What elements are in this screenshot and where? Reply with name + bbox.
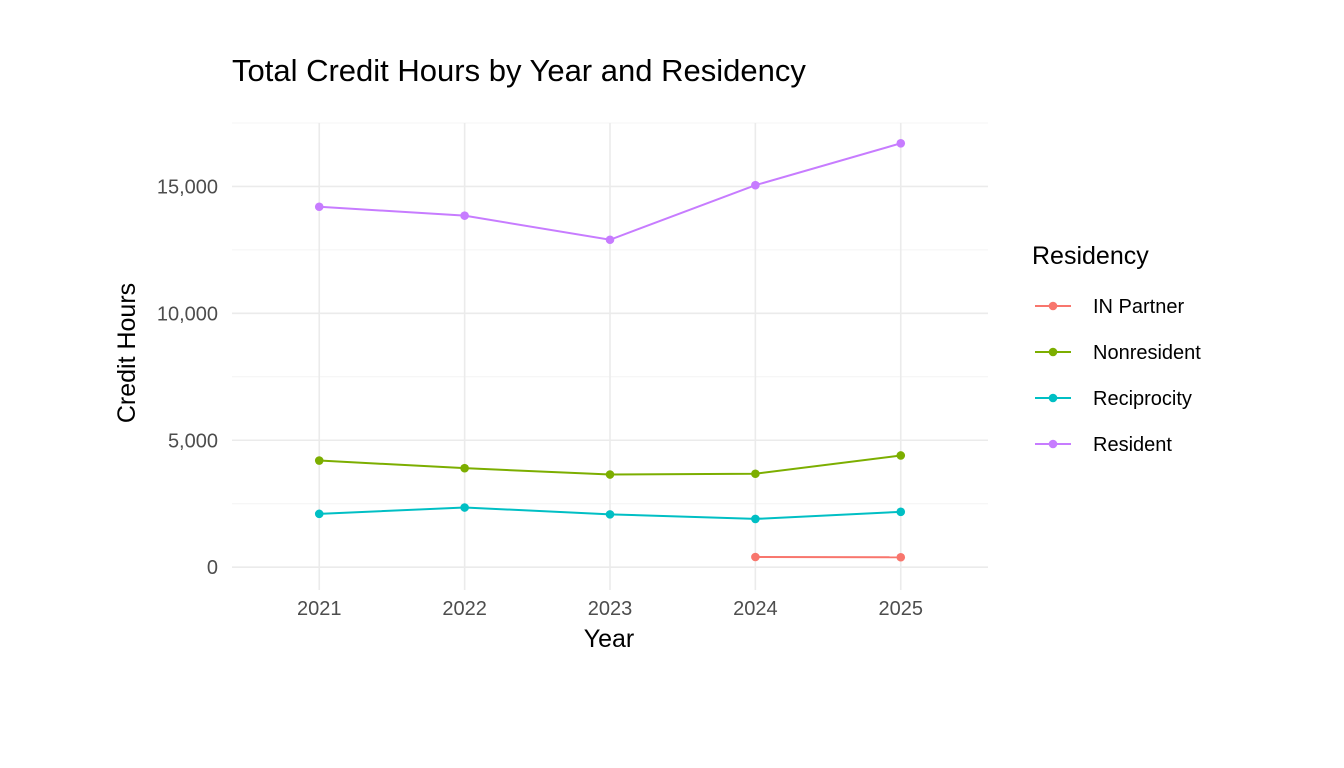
data-point-reciprocity <box>605 510 615 519</box>
data-point-in-partner <box>896 552 906 562</box>
legend-label-resident: Resident <box>1093 434 1172 456</box>
x-tick-label: 2022 <box>442 598 487 620</box>
data-point-nonresident <box>896 451 906 460</box>
y-axis-title: Credit Hours <box>113 283 141 423</box>
x-tick-label: 2024 <box>733 598 778 620</box>
data-point-reciprocity <box>314 509 324 519</box>
legend-key-point-reciprocity <box>1048 393 1058 403</box>
legend-key-point-nonresident <box>1048 347 1058 357</box>
legend-label-in-partner: IN Partner <box>1093 296 1184 318</box>
data-point-resident <box>896 139 906 148</box>
y-tick-label: 0 <box>207 557 218 579</box>
legend-key-point-resident <box>1048 439 1058 449</box>
x-axis-title: Year <box>584 625 635 653</box>
legend-title: Residency <box>1032 242 1149 270</box>
gridlines <box>232 122 988 590</box>
data-point-nonresident <box>314 456 324 465</box>
data-point-resident <box>751 180 760 190</box>
y-tick-label: 10,000 <box>157 303 218 325</box>
data-point-in-partner <box>751 552 760 562</box>
legend-key-point-in-partner <box>1048 301 1058 311</box>
x-axis-ticks: 2021 2022 2023 2024 2025 <box>297 598 923 620</box>
x-tick-label: 2023 <box>588 598 633 620</box>
y-tick-label: 5,000 <box>168 430 218 452</box>
series-layer <box>314 139 906 562</box>
legend-label-reciprocity: Reciprocity <box>1093 388 1192 410</box>
data-point-reciprocity <box>460 503 469 512</box>
data-point-resident <box>460 211 469 220</box>
data-point-reciprocity <box>751 514 760 524</box>
y-axis-ticks: 0 5,000 10,000 15,000 <box>157 176 218 579</box>
x-tick-label: 2025 <box>879 598 924 620</box>
x-tick-label: 2021 <box>297 598 342 620</box>
data-point-resident <box>605 235 615 245</box>
legend: Residency IN Partner Nonresident Reciproci… <box>1032 242 1201 456</box>
data-point-reciprocity <box>896 507 906 517</box>
data-point-resident <box>314 202 324 212</box>
data-point-nonresident <box>605 470 615 479</box>
data-point-nonresident <box>751 469 760 479</box>
chart-title: Total Credit Hours by Year and Residency <box>232 53 806 88</box>
legend-label-nonresident: Nonresident <box>1093 342 1201 364</box>
y-tick-label: 15,000 <box>157 176 218 198</box>
data-point-nonresident <box>460 463 469 473</box>
